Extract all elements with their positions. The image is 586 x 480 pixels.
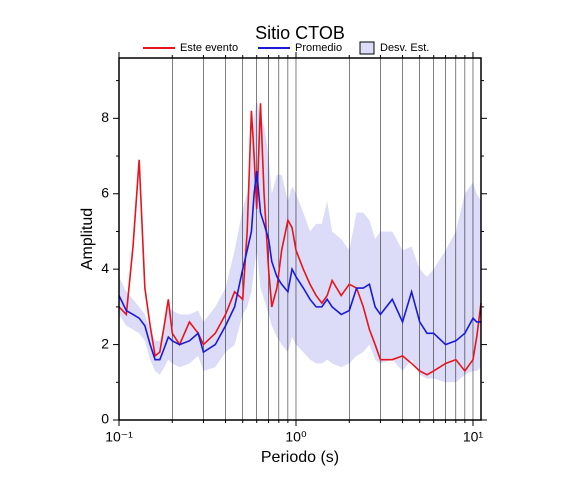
legend-label: Desv. Est. [380,42,429,54]
y-tick-label: 6 [101,184,109,200]
x-tick-label: 10¹ [463,429,484,445]
chart-title: Sitio CTOB [255,23,345,43]
y-tick-label: 0 [101,411,109,427]
y-tick-label: 8 [101,109,109,125]
y-tick-label: 4 [101,260,109,276]
y-tick-label: 2 [101,335,109,351]
x-axis-label: Periodo (s) [261,449,339,466]
std-band [119,99,481,383]
legend-label: Promedio [295,42,342,54]
x-tick-label: 10⁰ [285,429,307,445]
series-line [118,171,481,361]
legend-swatch [359,41,375,55]
legend-label: Este evento [180,42,238,54]
plot-frame [118,57,482,421]
y-axis-label: Amplitud [79,208,96,270]
x-tick-label: 10⁻¹ [105,429,133,445]
series-line [118,103,482,376]
